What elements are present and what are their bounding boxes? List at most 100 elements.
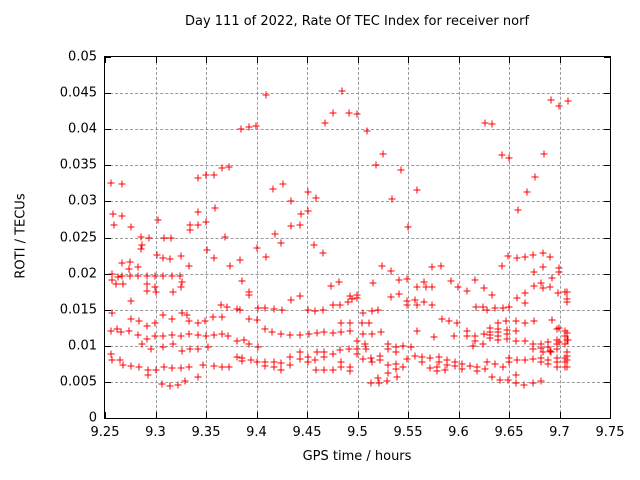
data-point <box>512 379 520 387</box>
data-point <box>561 358 569 366</box>
data-point <box>181 377 189 385</box>
data-point <box>379 150 387 158</box>
data-point <box>253 358 261 366</box>
data-point <box>563 298 571 306</box>
data-point <box>450 332 458 340</box>
data-point <box>194 221 202 228</box>
data-point <box>319 306 327 314</box>
data-point <box>144 366 152 374</box>
data-point <box>297 210 305 218</box>
data-point <box>337 319 345 327</box>
data-point <box>337 363 345 371</box>
y-tick-mark <box>604 381 610 383</box>
data-point <box>403 297 411 305</box>
data-point <box>529 355 537 363</box>
data-point <box>428 283 436 291</box>
data-point <box>540 150 548 158</box>
data-point <box>185 262 193 270</box>
data-point <box>451 358 459 366</box>
data-point <box>261 362 269 370</box>
data-point <box>512 371 520 379</box>
data-point <box>378 262 386 270</box>
x-tick-mark <box>509 57 510 63</box>
data-point <box>499 304 507 312</box>
data-point <box>363 127 371 135</box>
data-point <box>361 340 369 348</box>
data-point <box>345 109 353 117</box>
data-point <box>186 221 194 228</box>
data-point <box>151 332 159 340</box>
data-point <box>454 283 462 291</box>
data-point <box>346 327 354 335</box>
data-point <box>337 328 345 336</box>
data-point <box>287 296 295 304</box>
data-point <box>553 345 561 353</box>
data-point <box>463 287 471 295</box>
data-point <box>555 324 563 332</box>
x-tick-mark <box>559 412 561 418</box>
data-point <box>135 363 143 371</box>
data-point <box>503 330 511 338</box>
data-point <box>160 234 168 242</box>
data-point <box>403 275 411 283</box>
data-point <box>553 340 561 348</box>
data-point <box>261 358 269 366</box>
data-point <box>512 317 520 325</box>
x-axis-label: GPS time / hours <box>302 449 412 464</box>
data-point <box>194 331 202 339</box>
y-tick-mark <box>105 309 111 311</box>
y-tick-label: 0 <box>88 410 97 426</box>
data-point <box>107 327 115 335</box>
y-gridline <box>105 237 610 239</box>
x-tick-mark <box>105 57 106 63</box>
data-point <box>138 340 146 348</box>
data-point <box>553 363 561 371</box>
data-point <box>521 253 529 261</box>
data-point <box>483 306 491 314</box>
y-tick-mark <box>105 93 111 95</box>
data-point <box>158 380 166 388</box>
data-point <box>413 327 421 335</box>
x-tick-mark <box>256 412 258 418</box>
data-point <box>463 332 471 340</box>
data-point <box>544 356 552 364</box>
data-point <box>537 279 545 287</box>
x-tick-mark <box>458 57 460 63</box>
data-point <box>134 331 142 339</box>
y-tick-label: 0.045 <box>59 85 97 101</box>
data-point <box>202 171 210 179</box>
data-point <box>563 352 571 360</box>
data-point <box>443 361 451 369</box>
data-point <box>152 288 160 296</box>
data-point <box>151 283 159 291</box>
data-point <box>387 293 395 301</box>
data-point <box>520 381 528 389</box>
data-point <box>411 296 419 304</box>
data-point <box>186 345 194 353</box>
data-point <box>555 268 563 276</box>
data-point <box>144 371 152 379</box>
data-point <box>395 276 403 284</box>
data-point <box>399 363 407 371</box>
data-point <box>134 263 142 271</box>
data-point <box>547 348 555 356</box>
data-point <box>320 366 328 374</box>
data-point <box>392 360 400 368</box>
data-point <box>426 364 434 372</box>
data-point <box>368 330 376 338</box>
data-point <box>252 122 260 130</box>
data-point <box>217 301 225 309</box>
data-point <box>185 317 193 325</box>
data-point <box>418 353 426 361</box>
data-point <box>463 327 471 335</box>
data-point <box>512 327 520 335</box>
data-point <box>305 330 313 338</box>
x-tick-mark <box>155 412 157 418</box>
data-point <box>466 362 474 370</box>
x-tick-mark <box>105 412 106 418</box>
data-point <box>537 344 545 352</box>
x-tick-label: 9.35 <box>191 425 221 440</box>
x-tick-mark <box>155 57 157 63</box>
data-point <box>346 292 354 300</box>
data-point <box>296 355 304 363</box>
